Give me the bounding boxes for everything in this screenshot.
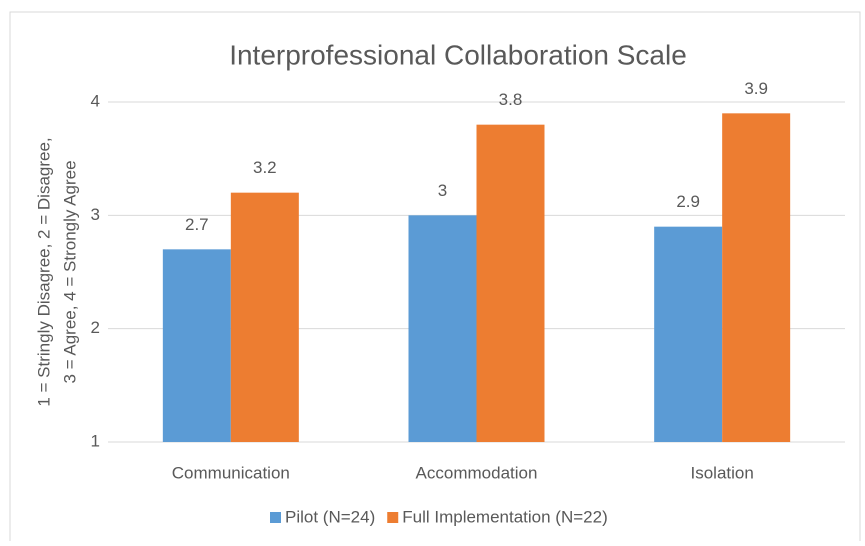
legend-label: Full Implementation (N=22)	[402, 507, 608, 526]
bar	[722, 113, 791, 442]
y-tick-label: 3	[91, 205, 100, 224]
data-label: 3.8	[499, 90, 523, 109]
data-label: 2.9	[676, 192, 700, 211]
y-tick-label: 4	[91, 91, 100, 110]
data-label: 2.7	[185, 215, 209, 234]
x-tick-label: Accommodation	[416, 463, 538, 482]
legend-swatch	[270, 512, 281, 523]
data-label: 3.9	[744, 79, 768, 98]
legend-swatch	[387, 512, 399, 523]
x-tick-label: Communication	[172, 463, 290, 482]
bar	[408, 215, 477, 442]
x-tick-label: Isolation	[691, 463, 754, 482]
chart-title: Interprofessional Collaboration Scale	[229, 39, 687, 70]
legend-label: Pilot (N=24)	[285, 507, 375, 526]
data-label: 3	[438, 181, 447, 200]
bar	[476, 124, 545, 443]
bar	[654, 226, 723, 442]
bar	[162, 249, 231, 442]
y-tick-label: 1	[91, 431, 100, 450]
y-axis-label: 3 = Agree, 4 = Strongly Agree	[60, 160, 79, 383]
chart-border	[9, 11, 861, 546]
data-label: 3.2	[253, 158, 277, 177]
bar	[230, 192, 299, 442]
y-axis-label: 1 = Stringly Disagree, 2 = Disagree,	[34, 137, 53, 406]
y-tick-label: 2	[91, 318, 100, 337]
